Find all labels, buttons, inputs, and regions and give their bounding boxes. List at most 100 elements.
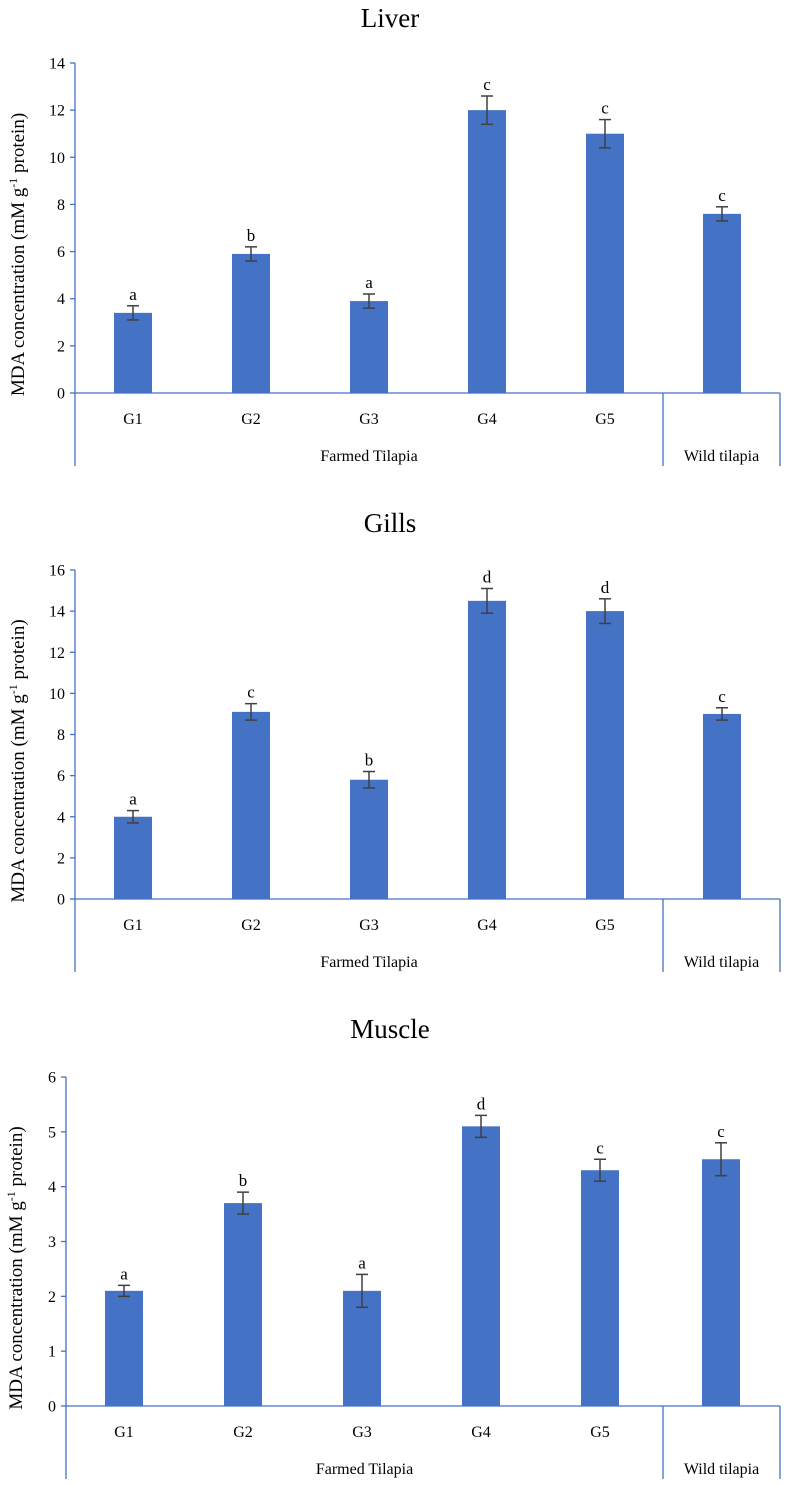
y-axis-label-sup: -1 (6, 684, 20, 694)
y-axis-label: MDA concentration (mM g-1 protein) (6, 113, 29, 396)
group-label-1: Wild tilapia (684, 448, 759, 465)
y-axis-label-sup: -1 (6, 178, 20, 188)
y-tick-label: 1 (48, 1344, 56, 1361)
y-tick-label: 4 (57, 291, 65, 308)
chart-title: Gills (364, 508, 417, 538)
bar-4 (586, 133, 624, 393)
category-label-2: G3 (352, 1424, 372, 1441)
y-tick-label: 0 (48, 1399, 56, 1416)
y-tick-label: 12 (49, 645, 65, 662)
bar-4 (581, 1170, 619, 1406)
y-tick-label: 8 (57, 197, 65, 214)
y-axis-label-prefix: MDA concentration (mM g (8, 187, 29, 396)
y-tick-label: 4 (48, 1179, 56, 1196)
category-label-4: G5 (595, 917, 615, 934)
y-tick-label: 3 (48, 1234, 56, 1251)
y-axis-label: MDA concentration (mM g-1 protein) (6, 619, 29, 902)
category-label-1: G2 (241, 411, 261, 428)
significance-label-3: d (483, 568, 492, 587)
significance-label-4: c (601, 99, 609, 118)
bar-5 (702, 1159, 740, 1406)
significance-label-3: c (483, 75, 491, 94)
y-tick-label: 5 (48, 1124, 56, 1141)
bar-1 (232, 711, 270, 899)
y-axis-label-suffix: protein) (6, 1126, 27, 1191)
significance-label-1: b (247, 226, 256, 245)
group-label-1: Wild tilapia (684, 954, 759, 971)
category-label-0: G1 (114, 1424, 134, 1441)
group-label-0: Farmed Tilapia (316, 1461, 413, 1478)
bar-0 (105, 1290, 143, 1406)
y-tick-label: 8 (57, 727, 65, 744)
bar-1 (224, 1203, 262, 1406)
bar-3 (468, 110, 506, 394)
bar-2 (343, 1290, 381, 1406)
bar-3 (468, 600, 506, 899)
significance-label-1: b (239, 1171, 248, 1190)
y-tick-label: 0 (57, 892, 65, 909)
bar-3 (462, 1126, 500, 1406)
y-tick-label: 2 (57, 850, 65, 867)
y-tick-label: 10 (49, 686, 65, 703)
y-tick-label: 12 (49, 103, 65, 120)
y-axis-label-prefix: MDA concentration (mM g (8, 694, 29, 903)
y-tick-label: 0 (57, 386, 65, 403)
significance-label-2: a (365, 273, 373, 292)
chart-title: Muscle (350, 1014, 430, 1044)
y-axis-label-sup: -1 (4, 1191, 18, 1201)
bar-2 (350, 301, 388, 393)
bar-0 (114, 312, 152, 393)
y-tick-label: 6 (57, 244, 65, 261)
bar-2 (350, 779, 388, 899)
significance-label-2: a (358, 1253, 366, 1272)
y-axis-label-suffix: protein) (8, 113, 29, 178)
group-label-1: Wild tilapia (684, 1461, 759, 1478)
category-label-3: G4 (477, 411, 497, 428)
significance-label-0: a (129, 790, 137, 809)
significance-label-5: c (718, 687, 726, 706)
bar-4 (586, 611, 624, 899)
category-label-3: G4 (477, 917, 497, 934)
category-label-2: G3 (359, 411, 379, 428)
significance-label-5: c (717, 1122, 725, 1141)
significance-label-4: d (601, 578, 610, 597)
y-tick-label: 6 (57, 768, 65, 785)
bar-0 (114, 816, 152, 899)
significance-label-4: c (596, 1138, 604, 1157)
chart-liver: Liver 0 2 4 6 8 10 12 14 MDA concentration (mM g-… (6, 3, 781, 466)
y-tick-label: 14 (49, 56, 65, 73)
y-tick-label: 2 (48, 1289, 56, 1306)
y-axis-label-prefix: MDA concentration (mM g (6, 1201, 27, 1410)
y-tick-label: 14 (49, 604, 65, 621)
category-label-1: G2 (233, 1424, 253, 1441)
category-label-2: G3 (359, 917, 379, 934)
category-label-0: G1 (123, 411, 143, 428)
y-tick-label: 6 (48, 1070, 56, 1087)
significance-label-0: a (129, 285, 137, 304)
category-label-0: G1 (123, 917, 143, 934)
category-label-1: G2 (241, 917, 261, 934)
bar-1 (232, 253, 270, 393)
chart-gills: Gills 0 2 4 6 8 10 12 14 16 MDA concentration (mM … (6, 508, 781, 972)
bar-5 (703, 713, 741, 899)
y-axis-label-suffix: protein) (8, 619, 29, 684)
group-label-0: Farmed Tilapia (320, 954, 417, 971)
chart-muscle: Muscle 0 1 2 3 4 5 6 MDA concentration (mM g-1 p… (4, 1014, 781, 1479)
bar-5 (703, 213, 741, 393)
significance-label-0: a (120, 1264, 128, 1283)
significance-label-2: b (365, 751, 374, 770)
chart-title: Liver (361, 3, 419, 33)
y-tick-label: 10 (49, 150, 65, 167)
y-tick-label: 4 (57, 809, 65, 826)
significance-label-1: c (247, 683, 255, 702)
category-label-4: G5 (590, 1424, 610, 1441)
y-tick-label: 2 (57, 338, 65, 355)
group-label-0: Farmed Tilapia (320, 448, 417, 465)
y-axis-label: MDA concentration (mM g-1 protein) (4, 1126, 27, 1409)
significance-label-3: d (477, 1094, 486, 1113)
significance-label-5: c (718, 186, 726, 205)
y-tick-label: 16 (49, 563, 65, 580)
category-label-3: G4 (471, 1424, 491, 1441)
category-label-4: G5 (595, 411, 615, 428)
